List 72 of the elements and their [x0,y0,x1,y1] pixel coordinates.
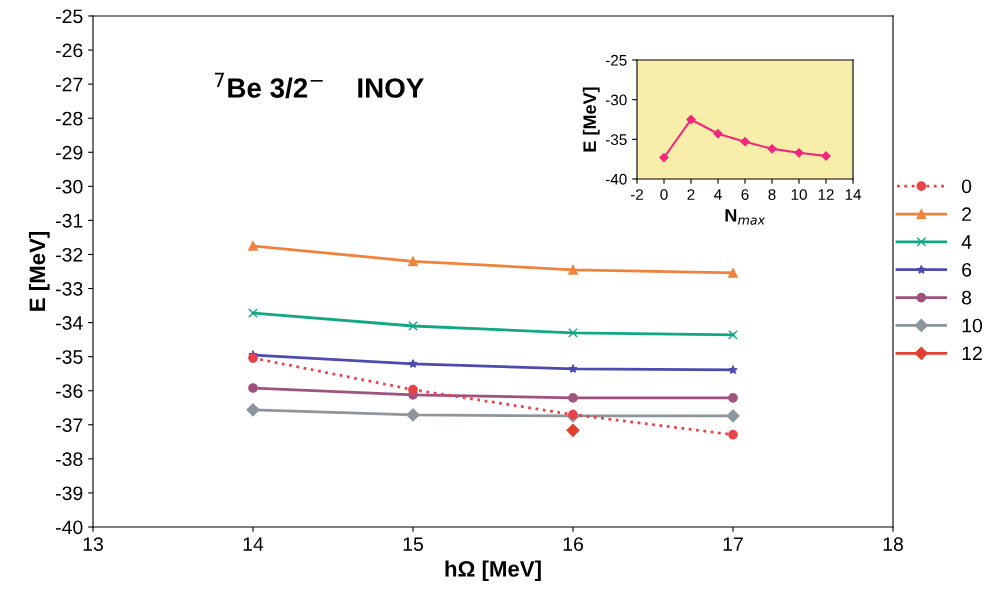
y-tick-label: -33 [56,282,83,296]
y-tick-label: -30 [56,179,83,194]
x-tick-label: 13 [83,537,103,551]
legend-label: 6 [962,262,972,277]
point [728,393,738,403]
y-tick-label: -35 [605,134,627,146]
y-tick-label: -36 [56,384,83,398]
y-axis-title: E [MeV] [582,87,600,152]
x-tick-label: 0 [660,189,668,200]
text: $^{7}$Be 3/2$^{−}$ INOY [214,72,424,99]
point [568,264,578,275]
x-tick-label: 16 [563,537,583,551]
x-tick-label: 2 [687,189,695,200]
x-tick-label: 15 [403,537,423,551]
legend-label: 8 [962,290,972,305]
point [568,393,578,403]
point [659,152,669,163]
point [794,148,804,158]
y-tick-label: -25 [605,54,627,66]
x-tick-label: 17 [723,537,743,551]
y-tick-label: -30 [605,94,627,106]
y-tick-label: -26 [56,43,83,58]
point [767,144,777,154]
x-tick-label: 10 [791,189,807,200]
y-tick-label: -35 [56,350,83,364]
point [728,365,738,375]
point [408,256,418,267]
legend-label: 12 [962,346,982,361]
x-tick-label: 4 [714,189,722,200]
point [566,423,580,437]
y-tick-label: -31 [56,213,83,228]
y-tick-label: -29 [56,145,83,160]
point [248,308,258,318]
legend-label: 4 [961,235,972,249]
point [713,129,723,139]
y-tick-label: -32 [56,247,83,262]
legend-label: 10 [962,318,983,333]
y-axis-title: E [MeV] [28,232,50,311]
point [726,409,740,423]
x-tick-label: -2 [630,189,644,200]
point [728,429,738,440]
point [406,408,420,422]
point [728,268,738,278]
y-tick-label: -27 [56,77,83,92]
point [248,241,258,251]
point [408,358,418,368]
x-tick-label: 12 [818,189,834,200]
x-tick-label: 18 [883,537,903,551]
x-tick-label: 6 [741,189,749,200]
y-tick-label: -28 [56,111,83,126]
x-tick-label: 8 [768,189,776,200]
point [408,321,418,331]
x-axis-title: N$_{max}$ [725,209,766,225]
y-tick-label: -38 [56,452,83,467]
y-tick-label: -37 [56,418,83,433]
point [568,327,578,338]
legend-label: 2 [962,207,971,221]
point [740,137,750,147]
point [568,364,578,373]
y-tick-label: -34 [56,316,83,330]
x-tick-label: 14 [845,189,862,200]
y-tick-label: -39 [56,486,83,501]
point [728,330,738,340]
point [408,384,418,395]
y-tick-label: -40 [56,520,83,535]
y-tick-label: -40 [605,173,627,185]
x-axis-title: hΩ [MeV] [445,560,541,582]
point [246,403,260,417]
point [686,114,696,125]
point [248,383,258,393]
x-tick-label: 14 [243,537,264,551]
y-tick-label: -25 [56,9,83,24]
